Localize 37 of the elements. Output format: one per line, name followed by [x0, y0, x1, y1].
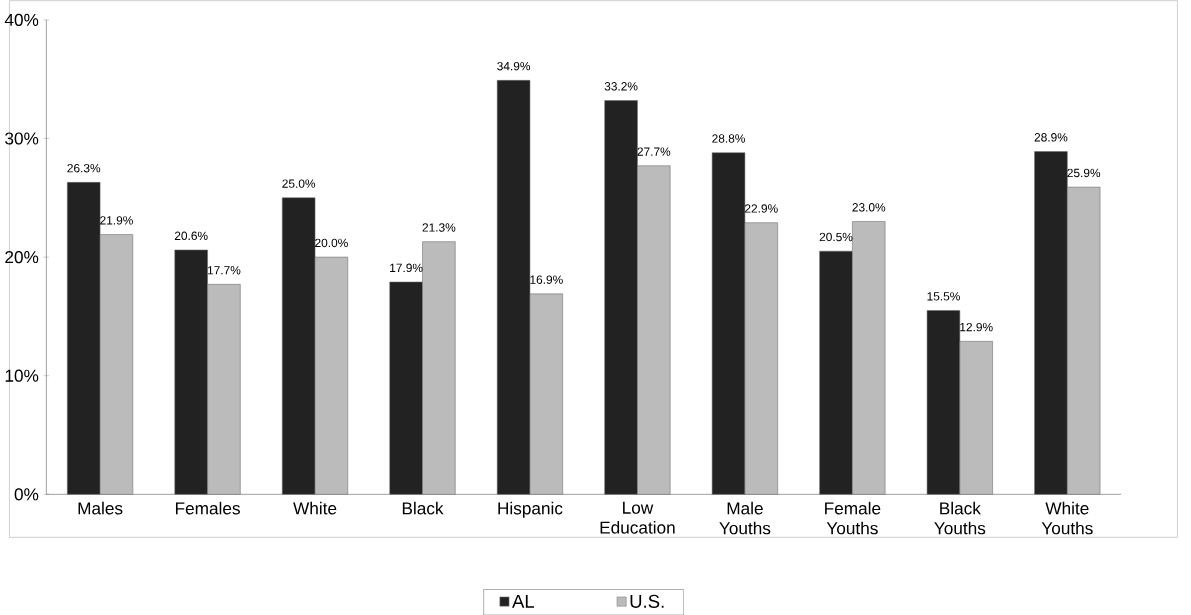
data-label: 20.6%	[174, 231, 208, 240]
x-tick-label: Female Youths	[825, 501, 881, 535]
y-tick-label: 0%	[14, 488, 39, 501]
data-label: 12.9%	[960, 322, 993, 332]
data-label: 26.3%	[67, 163, 101, 173]
data-label: 25.9%	[1067, 168, 1101, 178]
x-tick-label: White	[293, 501, 337, 515]
y-tick-label: 10%	[5, 369, 39, 382]
data-label: 15.5%	[927, 292, 960, 301]
data-label: 20.0%	[315, 238, 348, 248]
legend-label: U.S.	[630, 594, 664, 608]
data-label: 21.3%	[422, 223, 456, 232]
data-label: 33.2%	[604, 81, 638, 91]
x-tick-label: Low Education	[600, 501, 675, 534]
x-tick-label: Male Youths	[719, 501, 771, 535]
x-tick-label: Black	[402, 501, 444, 515]
x-tick-label: Males	[78, 501, 123, 515]
data-label: 20.5%	[819, 232, 853, 242]
data-label: 21.9%	[100, 216, 133, 225]
data-label: 17.7%	[207, 265, 241, 275]
x-tick-label: Hispanic	[498, 501, 563, 518]
y-tick-label: 30%	[5, 132, 39, 145]
x-tick-label: Females	[175, 501, 240, 515]
legend-label: AL	[512, 594, 535, 608]
y-tick-label: 20%	[5, 250, 39, 264]
data-label: 34.9%	[497, 61, 531, 71]
x-tick-label: White Youths	[1041, 501, 1093, 535]
data-label: 25.0%	[282, 179, 316, 188]
x-tick-label: Black Youths	[934, 501, 986, 535]
data-label: 23.0%	[852, 202, 886, 212]
data-label: 17.9%	[390, 263, 423, 272]
data-label: 27.7%	[637, 147, 671, 156]
data-label: 28.8%	[712, 134, 745, 143]
data-label: 16.9%	[530, 275, 563, 284]
data-label: 28.9%	[1034, 132, 1068, 142]
y-tick-label: 40%	[4, 13, 39, 26]
data-label: 22.9%	[745, 204, 778, 213]
